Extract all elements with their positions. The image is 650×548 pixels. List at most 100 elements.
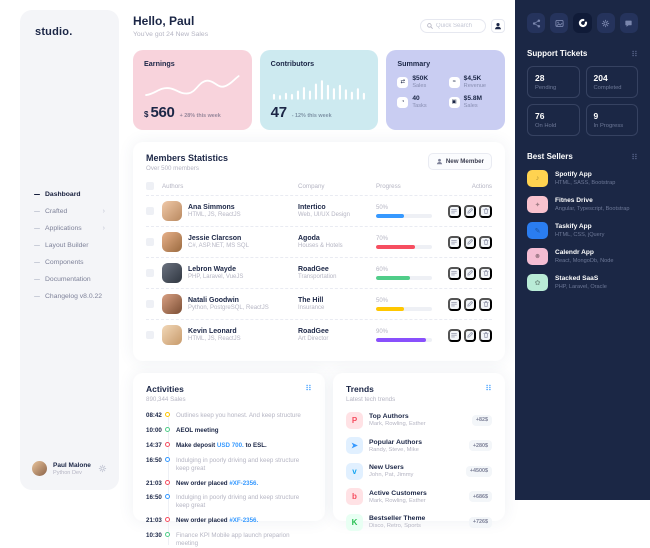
trend-item[interactable]: b Active Customers Mark, Rowling, Esther +6… (346, 488, 492, 505)
details-button[interactable] (447, 235, 461, 249)
edit-button[interactable] (463, 266, 477, 280)
progress-bar (376, 244, 432, 249)
table-row: Jessie Clarcson C#, ASP.NET, MS SQL Agoda… (146, 226, 492, 257)
trend-item[interactable]: K Bestseller Theme Disco, Retro, Sports +72… (346, 513, 492, 531)
app-stack: HTML, SASS, Bootstrap (555, 179, 616, 186)
sidebar-item-changelog[interactable]: Changelog v8.0.22 (32, 291, 107, 303)
app-stack: HTML, CSS, jQuery (555, 231, 605, 238)
details-button[interactable] (447, 328, 461, 342)
sidebar-item-layout-builder[interactable]: Layout Builder (32, 240, 107, 252)
best-seller-item[interactable]: ✎ Taskify App HTML, CSS, jQuery (527, 222, 638, 239)
activities-menu-dots-icon[interactable] (305, 384, 312, 391)
page-subtitle: You've got 24 New Sales (133, 31, 209, 38)
trend-item[interactable]: v New Users John, Pat, Jimmy +4500$ (346, 462, 492, 480)
delete-button[interactable] (479, 204, 492, 218)
edit-button[interactable] (463, 204, 477, 218)
user-profile[interactable]: Paul Malone Python Dev (20, 453, 119, 480)
progress-bar (376, 337, 432, 342)
trend-item[interactable]: P Top Authors Mark, Rowling, Esther +82$ (346, 411, 492, 429)
progress-bar (376, 213, 432, 218)
sidebar-item-crafted[interactable]: Crafted › (32, 206, 107, 218)
right-panel: Support Tickets 28 Pending 204 Completed 7… (515, 0, 650, 500)
share-icon[interactable] (527, 13, 546, 33)
timeline-dot-icon (165, 532, 170, 538)
company-name: RoadGee (298, 265, 329, 273)
best-seller-item[interactable]: ✦ Fitnes Drive Angular, Typescript, Bootst… (527, 196, 638, 213)
activity-link[interactable]: #XF-2356. (229, 479, 259, 487)
trends-menu-dots-icon[interactable] (485, 384, 492, 391)
gallery-icon[interactable] (550, 13, 569, 33)
column-header-company: Company (298, 182, 325, 190)
best-seller-item[interactable]: ✿ Stacked SaaS PHP, Laravel, Oracle (527, 274, 638, 291)
sidebar-item-components[interactable]: Components (32, 257, 107, 269)
app-name: Spotify App (555, 171, 592, 179)
bebo-icon: b (346, 488, 363, 505)
row-checkbox[interactable] (146, 269, 154, 277)
tile-label: In Progress (593, 123, 624, 129)
select-all-checkbox[interactable] (146, 182, 154, 190)
sidebar-item-documentation[interactable]: Documentation (32, 274, 107, 286)
progress-label: 50% (376, 297, 389, 304)
activity-text: Make deposit (176, 441, 217, 449)
activity-time: 08:42 (146, 412, 162, 419)
trend-item[interactable]: ➤ Popular Authors Randy, Steve, Mike +280$ (346, 437, 492, 454)
activity-link[interactable]: #XF-2356. (229, 517, 259, 525)
app-thumbnail: ♪ (527, 170, 548, 187)
settings-gear-icon[interactable] (98, 464, 107, 473)
timeline-item: 16:50 Indulging in poorly driving and kee… (146, 494, 312, 510)
delete-button[interactable] (479, 235, 492, 249)
edit-button[interactable] (463, 328, 477, 342)
best-sellers-menu-dots-icon[interactable] (631, 153, 638, 160)
details-button[interactable] (447, 297, 461, 311)
member-avatar (162, 201, 182, 221)
support-menu-dots-icon[interactable] (631, 50, 638, 57)
row-checkbox[interactable] (146, 300, 154, 308)
sidebar-item-label: Applications (45, 225, 82, 232)
support-tile-on-hold: 76 On Hold (527, 104, 580, 136)
edit-button[interactable] (463, 297, 477, 311)
panel-title: Trends (346, 384, 374, 394)
person-add-icon (436, 158, 443, 165)
trend-name: Bestseller Theme (369, 515, 426, 522)
contributors-sparkline (272, 80, 365, 100)
app-name: Calendr App (555, 249, 594, 257)
app-thumbnail: ✎ (527, 222, 548, 239)
account-button[interactable] (491, 19, 505, 33)
row-checkbox[interactable] (146, 331, 154, 339)
row-checkbox[interactable] (146, 238, 154, 246)
search-icon (427, 23, 433, 29)
dash-icon (34, 244, 40, 247)
panel-title: Activities (146, 384, 184, 394)
row-checkbox[interactable] (146, 207, 154, 215)
best-seller-item[interactable]: ☻ Calendr App React, MongoDb, Node (527, 248, 638, 265)
activity-text: Indulging in poorly driving and keep str… (176, 494, 300, 510)
dash-icon (34, 193, 40, 196)
sidebar-item-dashboard[interactable]: Dashboard (32, 189, 107, 201)
member-skills: C#, ASP.NET, MS SQL (188, 243, 249, 250)
section-title: Support Tickets (527, 49, 588, 58)
members-table: Authors Company Progress Actions Ana Sim… (146, 179, 492, 350)
delete-button[interactable] (479, 328, 492, 342)
trend-people: John, Pat, Jimmy (369, 472, 414, 478)
best-seller-item[interactable]: ♪ Spotify App HTML, SASS, Bootstrap (527, 170, 638, 187)
details-button[interactable] (447, 204, 461, 218)
dash-icon (34, 227, 40, 230)
sidebar-item-applications[interactable]: Applications › (32, 223, 107, 235)
activity-link[interactable]: USD 700. (216, 441, 244, 449)
summary-stat: ▣ $5.8M Sales (448, 95, 494, 109)
app-thumbnail: ☻ (527, 248, 548, 265)
edit-button[interactable] (463, 235, 477, 249)
timeline-item: 21:03 New order placed #XF-2356. (146, 479, 312, 488)
delete-button[interactable] (479, 266, 492, 280)
chat-icon[interactable] (619, 13, 639, 33)
column-header-authors: Authors (162, 182, 184, 190)
search-input[interactable] (436, 23, 479, 29)
new-member-button[interactable]: New Member (427, 153, 492, 170)
delete-button[interactable] (479, 297, 492, 311)
trend-name: New Users (369, 464, 404, 471)
settings-icon[interactable] (596, 13, 615, 33)
loader-icon[interactable] (573, 13, 592, 33)
main-menu: Dashboard Crafted › Applications › Layout … (20, 189, 119, 303)
activity-text: AEOL meeting (176, 426, 219, 434)
details-button[interactable] (447, 266, 461, 280)
